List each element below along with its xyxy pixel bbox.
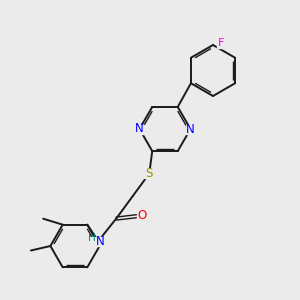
Text: N: N (96, 235, 105, 248)
Text: N: N (135, 122, 144, 136)
Bar (135, 124, 144, 134)
Bar (217, 39, 226, 48)
Text: S: S (146, 167, 153, 180)
Bar (91, 237, 106, 246)
Text: N: N (186, 122, 195, 136)
Bar (137, 212, 146, 220)
Bar (144, 169, 154, 178)
Bar (186, 124, 195, 134)
Text: H: H (88, 233, 95, 243)
Text: O: O (137, 209, 146, 222)
Text: F: F (218, 38, 225, 49)
